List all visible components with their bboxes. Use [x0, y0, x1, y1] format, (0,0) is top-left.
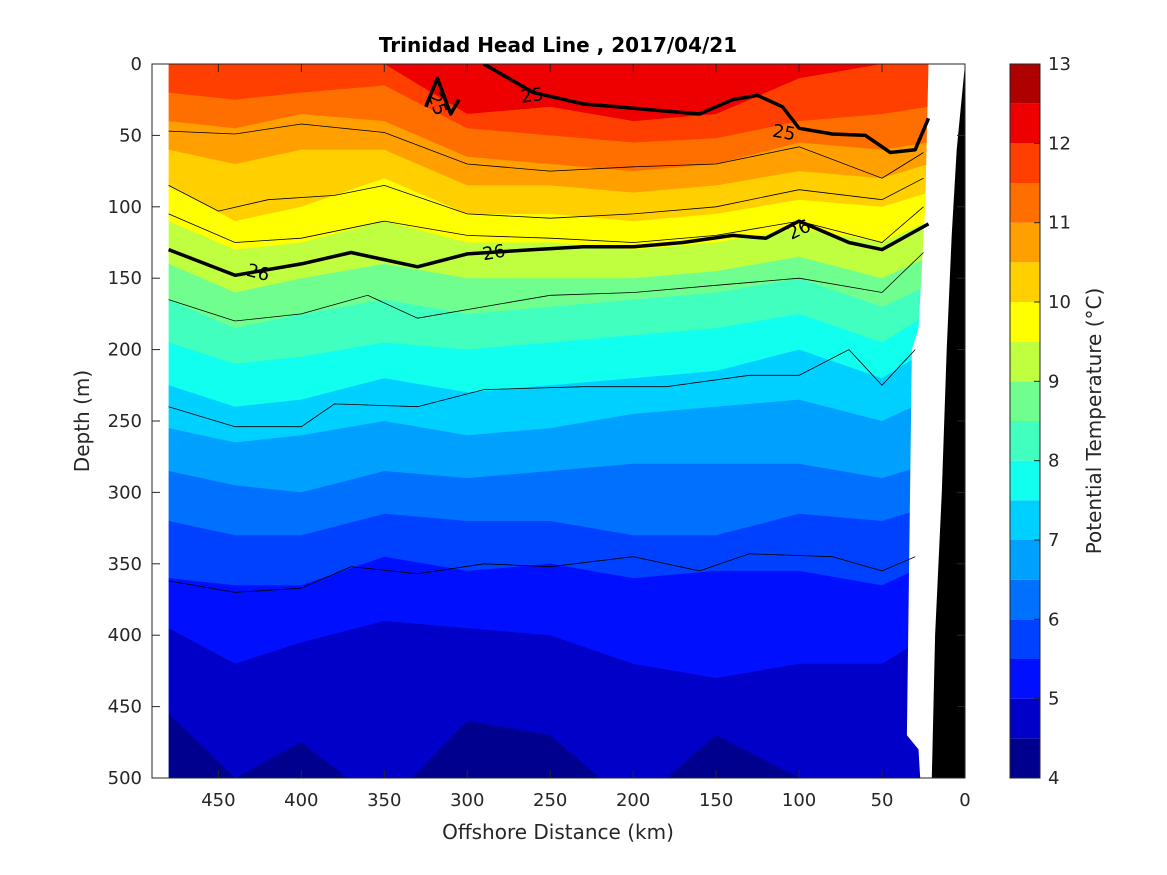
x-tick-label: 250 — [533, 790, 567, 811]
colorbar-segment-6.0 — [1010, 579, 1040, 620]
y-tick-label: 500 — [108, 768, 142, 789]
colorbar-tick-label: 10 — [1048, 292, 1071, 313]
x-tick-label: 0 — [959, 790, 970, 811]
colorbar-segment-5.5 — [1010, 619, 1040, 659]
colorbar-tick-label: 6 — [1048, 609, 1059, 630]
contour-label-text: 25 — [519, 84, 545, 108]
colorbar-segment-6.5 — [1010, 540, 1040, 580]
isopycnal-26 — [167, 219, 930, 278]
isopycnal-lines — [167, 64, 931, 278]
colorbar-segment-4.5 — [1010, 698, 1040, 739]
x-tick-label: 400 — [284, 790, 318, 811]
y-tick-label: 400 — [108, 625, 142, 646]
colorbar-segment-11.0 — [1010, 183, 1040, 223]
colorbar-segment-12.0 — [1010, 103, 1040, 144]
colorbar-segment-11.5 — [1010, 143, 1040, 183]
thin-contour-line-4 — [168, 252, 924, 322]
colorbar-segment-7.0 — [1010, 500, 1040, 540]
x-tick-label: 350 — [367, 790, 401, 811]
colorbar-segment-10.0 — [1010, 262, 1040, 302]
colorbar-tick-label: 8 — [1048, 451, 1059, 472]
y-tick-label: 150 — [108, 268, 142, 289]
colorbar-tick-label: 12 — [1048, 133, 1071, 154]
contour-label-text: 26 — [481, 241, 507, 266]
thin-contour-lines — [168, 123, 924, 593]
contour-label-5: 26 — [481, 241, 507, 266]
isopycnal-25-segment-2 — [482, 64, 931, 155]
y-tick-label: 350 — [108, 554, 142, 575]
colorbar-segment-12.5 — [1010, 64, 1040, 104]
colorbar-tick-label: 4 — [1048, 768, 1059, 789]
colorbar-tick-label: 13 — [1048, 54, 1071, 75]
y-axis-label: Depth (m) — [70, 370, 94, 472]
y-tick-label: 50 — [119, 125, 142, 146]
x-tick-label: 300 — [450, 790, 484, 811]
colorbar-tick-label: 7 — [1048, 530, 1059, 551]
colorbar-segment-4.0 — [1010, 738, 1040, 778]
thin-contour-line-5 — [168, 349, 916, 428]
y-axis: 0 50 100 150 200 250 300 350 400 450 500 — [108, 54, 965, 789]
contour-label-text: 25 — [771, 121, 797, 146]
colorbar-segment-7.5 — [1010, 460, 1040, 501]
colorbar-tick-label: 11 — [1048, 213, 1071, 234]
isopycnal-25-segment-1 — [424, 76, 461, 116]
filled-contours — [152, 64, 965, 778]
thin-contour-line-2 — [168, 177, 924, 219]
x-tick-label: 150 — [699, 790, 733, 811]
colorbar-frame — [1009, 63, 1041, 779]
colorbar-segment-5.0 — [1010, 659, 1040, 699]
x-tick-label: 200 — [616, 790, 650, 811]
y-tick-label: 0 — [131, 54, 142, 75]
offshore-no-data — [152, 64, 169, 778]
x-axis-label: Offshore Distance (km) — [442, 820, 674, 844]
colorbar-segment-9.0 — [1010, 341, 1040, 382]
y-tick-label: 300 — [108, 482, 142, 503]
contour-label-3: 25 — [771, 121, 797, 146]
colorbar: 4 5 6 7 8 9 10 11 12 13 — [1009, 54, 1071, 789]
y-tick-label: 250 — [108, 411, 142, 432]
colorbar-segment-10.5 — [1010, 222, 1040, 263]
y-tick-label: 450 — [108, 697, 142, 718]
colorbar-tick-label: 5 — [1048, 689, 1059, 710]
colorbar-label: Potential Temperature (°C) — [1082, 288, 1106, 555]
x-tick-label: 450 — [201, 790, 235, 811]
colorbar-tick-label: 9 — [1048, 371, 1059, 392]
x-tick-label: 50 — [871, 790, 894, 811]
x-axis: 450 400 350 300 250 200 150 100 50 0 — [201, 64, 971, 811]
chart-title: Trinidad Head Line , 2017/04/21 — [379, 33, 737, 57]
y-tick-label: 100 — [108, 197, 142, 218]
y-tick-label: 200 — [108, 340, 142, 361]
thin-contour-line-3 — [168, 206, 924, 243]
thin-contour-line-6 — [168, 553, 916, 593]
bathymetry — [920, 64, 965, 778]
colorbar-segment-8.5 — [1010, 381, 1040, 421]
thin-contour-line-1 — [168, 123, 924, 179]
seafloor — [920, 64, 965, 778]
colorbar-segment-9.5 — [1010, 302, 1040, 342]
contour-label-2: 25 — [519, 84, 545, 108]
x-tick-label: 100 — [782, 790, 816, 811]
colorbar-segment-8.0 — [1010, 421, 1040, 461]
